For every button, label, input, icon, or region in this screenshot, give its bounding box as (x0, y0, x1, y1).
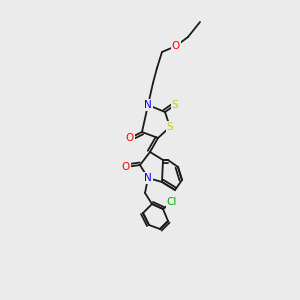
Text: S: S (172, 100, 178, 110)
Text: O: O (172, 41, 180, 51)
Text: N: N (144, 173, 152, 183)
Text: O: O (126, 133, 134, 143)
Text: O: O (122, 162, 130, 172)
Text: Cl: Cl (167, 197, 177, 207)
Text: N: N (144, 100, 152, 110)
Text: S: S (167, 122, 173, 132)
